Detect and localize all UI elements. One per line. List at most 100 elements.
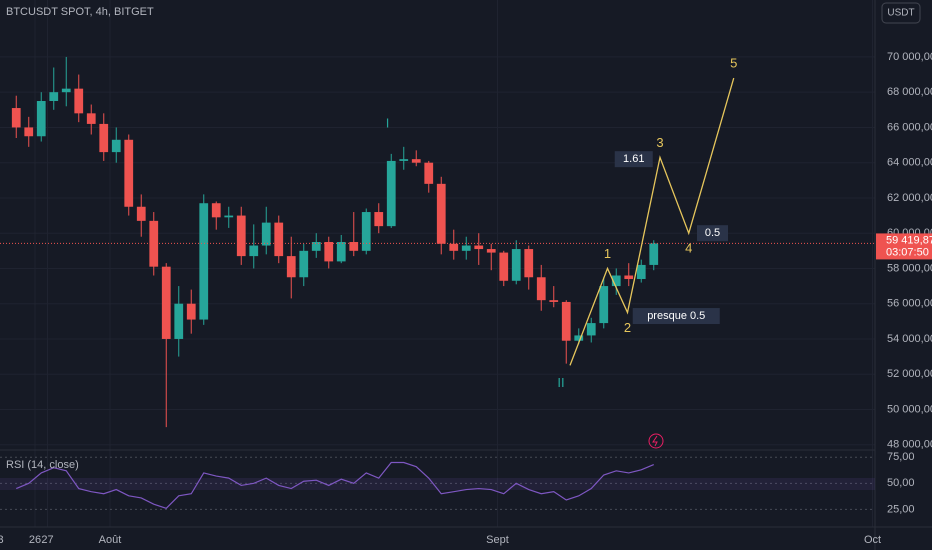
annotation-box	[697, 225, 728, 242]
rsi-tick-label: 75,00	[887, 451, 915, 463]
candle-body	[649, 243, 659, 265]
alert-icon[interactable]	[648, 433, 664, 449]
x-tick-label: 27	[41, 534, 53, 546]
candle-body	[324, 242, 334, 262]
y-tick-label: 64 000,00	[887, 157, 932, 169]
candle-body	[111, 139, 121, 153]
last-price-tag	[876, 233, 932, 260]
y-tick-label: 56 000,00	[887, 298, 932, 310]
candle-body	[436, 183, 446, 244]
candle-body	[624, 275, 634, 280]
candle-body	[561, 301, 571, 341]
annotation-box	[614, 151, 653, 168]
candle-body	[361, 212, 371, 251]
candle-body	[86, 113, 96, 124]
candle-body	[124, 139, 134, 207]
rsi-tick-label: 25,00	[887, 503, 915, 515]
y-tick-label: 68 000,00	[887, 86, 932, 98]
candle-body	[549, 300, 559, 302]
wave-label: 5	[730, 56, 737, 71]
candle-body	[424, 162, 434, 184]
y-tick-label: 48 000,00	[887, 439, 932, 451]
candle-body	[74, 88, 84, 114]
candle-body	[636, 264, 646, 280]
wave-label: 1	[604, 246, 611, 261]
candle-body	[99, 123, 109, 153]
candle-body	[461, 245, 471, 251]
candle-body	[486, 249, 496, 253]
candle-body	[611, 275, 621, 287]
candle-body	[399, 159, 409, 161]
candle-body	[136, 206, 146, 221]
y-tick-label: 66 000,00	[887, 121, 932, 133]
candle-body	[249, 245, 259, 257]
candle-body	[274, 222, 284, 257]
candle-body	[524, 249, 534, 278]
candle-body	[161, 266, 171, 339]
rsi-tick-label: 50,00	[887, 477, 915, 489]
candle-body	[286, 256, 296, 278]
last-price-label: 59 419,87	[886, 234, 932, 246]
candle-body	[449, 243, 459, 251]
candle-body	[511, 249, 521, 281]
candle-body	[24, 127, 34, 137]
y-tick-label: 70 000,00	[887, 51, 932, 63]
candle-body	[311, 242, 321, 251]
wave-label: 3	[656, 135, 663, 150]
candle-body	[61, 88, 71, 93]
candle-body	[349, 242, 359, 251]
y-tick-label: 52 000,00	[887, 368, 932, 380]
candle-body	[411, 159, 421, 163]
candle-body	[336, 242, 346, 262]
candle-body	[49, 92, 59, 101]
candle-body	[174, 303, 184, 339]
candle-body	[199, 203, 209, 320]
x-tick-label: Oct	[864, 534, 881, 546]
chart-title: BTCUSDT SPOT, 4h, BITGET	[6, 6, 154, 18]
candle-body	[11, 108, 21, 128]
annotation-text: presque 0.5	[647, 310, 705, 322]
plot: II 1 2 3 4 5 I 1.61 0.5 presque 0.5	[0, 56, 875, 510]
rsi-title: RSI (14, close)	[6, 459, 79, 471]
candle-body	[574, 335, 584, 341]
candle-body	[211, 203, 221, 218]
candle-body	[261, 222, 271, 246]
grid	[0, 0, 875, 527]
annotation-text: 0.5	[705, 227, 720, 239]
candle-body	[386, 160, 396, 227]
wave-line	[569, 77, 735, 366]
alert-icon-bolt	[652, 435, 658, 447]
x-tick-label: Août	[99, 534, 122, 546]
wave-label: I	[386, 115, 390, 130]
candle-body	[586, 323, 596, 336]
y-tick-label: 50 000,00	[887, 403, 932, 415]
wave-label: 4	[685, 241, 692, 256]
candle-body	[374, 212, 384, 227]
x-tick-label: Sept	[486, 534, 509, 546]
candle-body	[499, 252, 509, 281]
x-tick-label: 26	[29, 534, 41, 546]
annotation-text: 1.61	[623, 153, 644, 165]
annotation-box	[632, 308, 720, 325]
candle-body	[36, 100, 46, 137]
x-tick-label: 23	[0, 534, 4, 546]
rsi-band	[0, 478, 875, 490]
candle-body	[599, 286, 609, 324]
candle-body	[186, 303, 196, 320]
rsi-line	[16, 461, 654, 510]
candle-body	[536, 277, 546, 301]
candle-body	[299, 250, 309, 278]
y-tick-label: 58 000,00	[887, 262, 932, 274]
y-tick-label: 62 000,00	[887, 192, 932, 204]
currency-label[interactable]: USDT	[887, 8, 914, 19]
candle-body	[236, 215, 246, 257]
y-tick-label: 54 000,00	[887, 333, 932, 345]
candle-body	[224, 215, 234, 218]
wave-label: II	[557, 375, 564, 390]
currency-button[interactable]	[881, 2, 921, 24]
countdown: 03:07:50	[886, 246, 929, 258]
wave-label: 2	[624, 320, 631, 335]
candle-body	[474, 245, 484, 250]
